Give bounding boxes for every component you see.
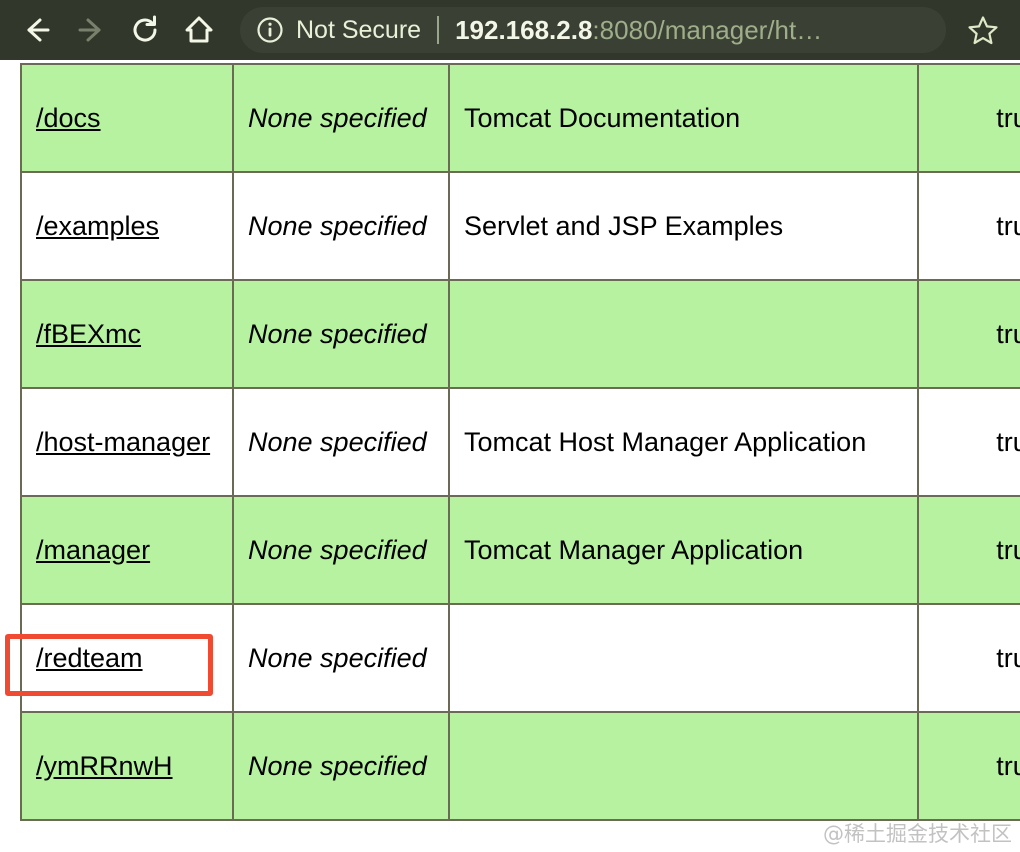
reload-button[interactable] xyxy=(118,3,172,57)
watermark: @稀土掘金技术社区 xyxy=(823,822,1012,846)
app-display-name-value: Tomcat Manager Application xyxy=(464,534,804,565)
applications-table-body: /docs None specified Tomcat Documentation t… xyxy=(20,63,1020,821)
cell-path: /redteam xyxy=(20,603,234,713)
app-path-link[interactable]: /docs xyxy=(36,102,101,133)
cell-display-name: Tomcat Manager Application xyxy=(448,495,919,605)
applications-table: /docs None specified Tomcat Documentation t… xyxy=(20,63,1020,821)
app-running-value: true xyxy=(996,642,1020,673)
url-text[interactable]: 192.168.2.8:8080/manager/ht… xyxy=(455,15,822,46)
cell-running: true xyxy=(917,63,1020,173)
app-running-value: true xyxy=(996,210,1020,241)
cell-running: true xyxy=(917,171,1020,281)
app-path-link[interactable]: /examples xyxy=(36,210,160,241)
cell-running: true xyxy=(917,603,1020,713)
app-display-name-value: Tomcat Host Manager Application xyxy=(464,426,867,457)
cell-display-name: Servlet and JSP Examples xyxy=(448,171,919,281)
cell-display-name xyxy=(448,603,919,713)
home-button[interactable] xyxy=(172,3,226,57)
browser-toolbar: Not Secure 192.168.2.8:8080/manager/ht… xyxy=(0,0,1020,60)
back-button[interactable] xyxy=(10,3,64,57)
table-row: /ymRRnwH None specified true xyxy=(20,711,1020,821)
omnibox-divider xyxy=(437,16,440,44)
bookmark-button[interactable] xyxy=(956,3,1010,57)
app-display-name-value: Tomcat Documentation xyxy=(464,102,741,133)
app-running-value: true xyxy=(996,534,1020,565)
app-version-value: None specified xyxy=(248,534,427,565)
back-arrow-icon xyxy=(27,18,50,42)
cell-version: None specified xyxy=(232,279,450,389)
cell-path: /fBEXmc xyxy=(20,279,234,389)
app-path-link[interactable]: /redteam xyxy=(36,642,143,673)
cell-version: None specified xyxy=(232,63,450,173)
app-version-value: None specified xyxy=(248,102,427,133)
cell-version: None specified xyxy=(232,603,450,713)
app-path-link[interactable]: /manager xyxy=(36,534,151,565)
info-circle-icon[interactable] xyxy=(256,16,284,44)
app-version-value: None specified xyxy=(248,750,427,781)
table-row: /examples None specified Servlet and JSP E… xyxy=(20,171,1020,281)
cell-path: /examples xyxy=(20,171,234,281)
cell-display-name: Tomcat Host Manager Application xyxy=(448,387,919,497)
reload-icon xyxy=(133,15,157,42)
url-host: 192.168.2.8 xyxy=(455,14,593,45)
cell-display-name xyxy=(448,279,919,389)
app-version-value: None specified xyxy=(248,426,427,457)
home-icon xyxy=(185,16,213,43)
table-row: /redteam None specified true xyxy=(20,603,1020,713)
cell-version: None specified xyxy=(232,711,450,821)
app-path-link[interactable]: /host-manager xyxy=(36,426,211,457)
cell-running: true xyxy=(917,279,1020,389)
app-running-value: true xyxy=(996,750,1020,781)
cell-display-name xyxy=(448,711,919,821)
page-content: /docs None specified Tomcat Documentation t… xyxy=(0,60,1020,852)
app-version-value: None specified xyxy=(248,642,427,673)
cell-display-name: Tomcat Documentation xyxy=(448,63,919,173)
app-path-link[interactable]: /fBEXmc xyxy=(36,318,142,349)
table-row: /fBEXmc None specified true xyxy=(20,279,1020,389)
app-path-link[interactable]: /ymRRnwH xyxy=(36,750,173,781)
cell-running: true xyxy=(917,711,1020,821)
cell-running: true xyxy=(917,495,1020,605)
app-running-value: true xyxy=(996,318,1020,349)
cell-path: /host-manager xyxy=(20,387,234,497)
cell-version: None specified xyxy=(232,495,450,605)
app-display-name-value: Servlet and JSP Examples xyxy=(464,210,784,241)
table-row: /manager None specified Tomcat Manager App… xyxy=(20,495,1020,605)
app-version-value: None specified xyxy=(248,210,427,241)
url-path: :8080/manager/ht… xyxy=(592,14,823,45)
star-icon xyxy=(968,16,998,45)
forward-button[interactable] xyxy=(64,3,118,57)
cell-version: None specified xyxy=(232,387,450,497)
app-running-value: true xyxy=(996,426,1020,457)
forward-arrow-icon xyxy=(78,18,101,42)
cell-path: /docs xyxy=(20,63,234,173)
table-row: /docs None specified Tomcat Documentation t… xyxy=(20,63,1020,173)
app-version-value: None specified xyxy=(248,318,427,349)
cell-version: None specified xyxy=(232,171,450,281)
app-running-value: true xyxy=(996,102,1020,133)
address-bar[interactable]: Not Secure 192.168.2.8:8080/manager/ht… xyxy=(240,7,946,53)
cell-path: /manager xyxy=(20,495,234,605)
cell-path: /ymRRnwH xyxy=(20,711,234,821)
cell-running: true xyxy=(917,387,1020,497)
table-row: /host-manager None specified Tomcat Host M… xyxy=(20,387,1020,497)
security-status-label: Not Secure xyxy=(296,15,422,44)
